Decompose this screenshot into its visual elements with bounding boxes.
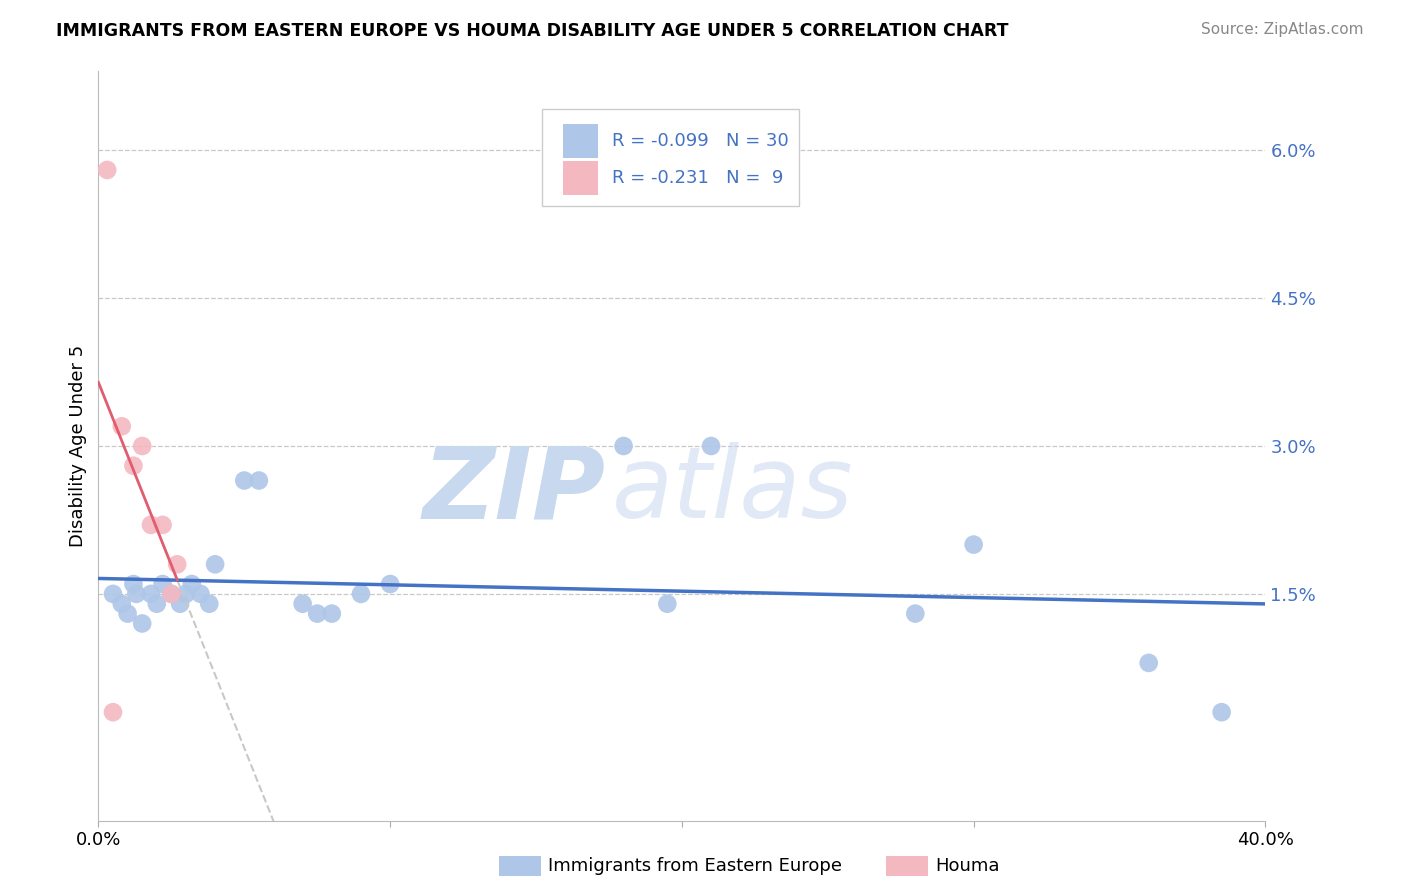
Point xyxy=(247,474,270,488)
Y-axis label: Disability Age Under 5: Disability Age Under 5 xyxy=(69,345,87,547)
Point xyxy=(139,587,162,601)
Point xyxy=(657,597,679,611)
FancyBboxPatch shape xyxy=(562,124,598,158)
Point xyxy=(131,616,153,631)
Point xyxy=(962,538,984,552)
Point xyxy=(204,558,226,572)
Point xyxy=(321,607,343,621)
Point xyxy=(160,587,183,601)
Point xyxy=(146,597,169,611)
Text: Houma: Houma xyxy=(935,857,1000,875)
Point xyxy=(139,517,162,532)
FancyBboxPatch shape xyxy=(562,161,598,195)
Point xyxy=(307,607,329,621)
Point xyxy=(131,439,153,453)
Point xyxy=(380,577,402,591)
Point xyxy=(350,587,373,601)
FancyBboxPatch shape xyxy=(541,109,799,206)
Point xyxy=(180,577,202,591)
Point xyxy=(1137,656,1160,670)
Point xyxy=(111,597,134,611)
Point xyxy=(1211,705,1233,719)
Point xyxy=(122,577,145,591)
Text: R = -0.231   N =  9: R = -0.231 N = 9 xyxy=(612,169,783,187)
Text: Source: ZipAtlas.com: Source: ZipAtlas.com xyxy=(1201,22,1364,37)
Point xyxy=(198,597,221,611)
Point xyxy=(122,458,145,473)
Point xyxy=(125,587,148,601)
Point xyxy=(700,439,723,453)
Point xyxy=(233,474,256,488)
Point xyxy=(117,607,139,621)
Point xyxy=(169,597,191,611)
Text: ZIP: ZIP xyxy=(423,442,606,540)
Text: atlas: atlas xyxy=(612,442,853,540)
Point xyxy=(96,163,118,178)
Point xyxy=(101,587,124,601)
Point xyxy=(612,439,634,453)
Point xyxy=(174,587,197,601)
Text: Immigrants from Eastern Europe: Immigrants from Eastern Europe xyxy=(548,857,842,875)
Point xyxy=(111,419,134,434)
Point xyxy=(152,577,174,591)
Text: IMMIGRANTS FROM EASTERN EUROPE VS HOUMA DISABILITY AGE UNDER 5 CORRELATION CHART: IMMIGRANTS FROM EASTERN EUROPE VS HOUMA … xyxy=(56,22,1008,40)
Point xyxy=(101,705,124,719)
Point xyxy=(291,597,314,611)
Text: R = -0.099   N = 30: R = -0.099 N = 30 xyxy=(612,132,789,150)
Point xyxy=(160,587,183,601)
Point xyxy=(190,587,212,601)
Point xyxy=(904,607,927,621)
Point xyxy=(166,558,188,572)
Point xyxy=(152,517,174,532)
